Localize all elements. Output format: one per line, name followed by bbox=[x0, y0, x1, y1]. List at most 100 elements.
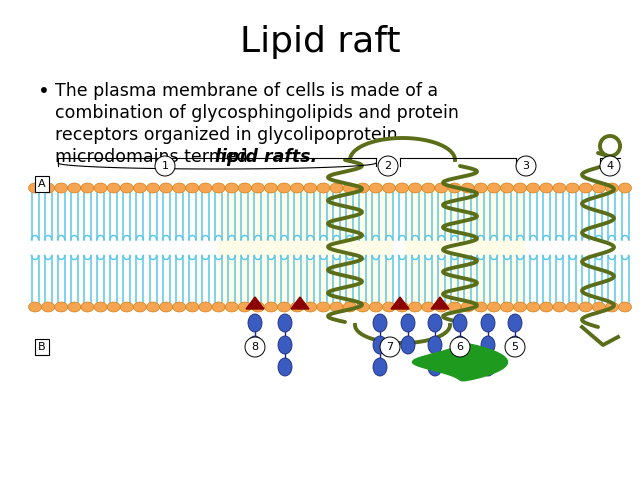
FancyBboxPatch shape bbox=[218, 183, 393, 312]
Ellipse shape bbox=[401, 314, 415, 332]
Ellipse shape bbox=[500, 183, 513, 193]
Ellipse shape bbox=[252, 183, 264, 193]
Text: 5: 5 bbox=[511, 342, 518, 352]
Ellipse shape bbox=[94, 302, 107, 312]
Ellipse shape bbox=[461, 183, 474, 193]
Text: lipid rafts.: lipid rafts. bbox=[215, 148, 317, 166]
Text: 4: 4 bbox=[607, 161, 614, 171]
Ellipse shape bbox=[186, 302, 199, 312]
Ellipse shape bbox=[317, 183, 330, 193]
Ellipse shape bbox=[579, 302, 592, 312]
Ellipse shape bbox=[159, 183, 173, 193]
Text: The plasma membrane of cells is made of a: The plasma membrane of cells is made of … bbox=[55, 82, 438, 100]
Ellipse shape bbox=[428, 358, 442, 376]
Ellipse shape bbox=[199, 183, 212, 193]
Ellipse shape bbox=[435, 302, 448, 312]
Ellipse shape bbox=[147, 183, 159, 193]
Text: 7: 7 bbox=[387, 342, 394, 352]
Ellipse shape bbox=[474, 183, 487, 193]
Text: Lipid raft: Lipid raft bbox=[240, 25, 400, 59]
Ellipse shape bbox=[186, 183, 199, 193]
Ellipse shape bbox=[343, 302, 356, 312]
Ellipse shape bbox=[383, 302, 396, 312]
Text: 1: 1 bbox=[161, 161, 168, 171]
Ellipse shape bbox=[159, 302, 173, 312]
Circle shape bbox=[380, 337, 400, 357]
Ellipse shape bbox=[592, 302, 605, 312]
Circle shape bbox=[505, 337, 525, 357]
Ellipse shape bbox=[356, 183, 369, 193]
Ellipse shape bbox=[238, 302, 252, 312]
Ellipse shape bbox=[369, 183, 382, 193]
Ellipse shape bbox=[481, 314, 495, 332]
Ellipse shape bbox=[373, 314, 387, 332]
Ellipse shape bbox=[55, 302, 68, 312]
Ellipse shape bbox=[264, 302, 278, 312]
Ellipse shape bbox=[540, 183, 553, 193]
Ellipse shape bbox=[173, 183, 186, 193]
Ellipse shape bbox=[264, 183, 278, 193]
Text: 6: 6 bbox=[456, 342, 463, 352]
Ellipse shape bbox=[343, 183, 356, 193]
Text: A: A bbox=[38, 179, 46, 189]
Ellipse shape bbox=[120, 302, 133, 312]
Ellipse shape bbox=[448, 302, 461, 312]
Ellipse shape bbox=[68, 183, 81, 193]
Ellipse shape bbox=[173, 302, 186, 312]
Ellipse shape bbox=[396, 302, 408, 312]
Ellipse shape bbox=[369, 302, 382, 312]
Ellipse shape bbox=[373, 358, 387, 376]
Ellipse shape bbox=[514, 183, 527, 193]
Ellipse shape bbox=[133, 183, 147, 193]
Ellipse shape bbox=[212, 183, 225, 193]
Ellipse shape bbox=[566, 302, 579, 312]
Ellipse shape bbox=[618, 183, 632, 193]
Ellipse shape bbox=[481, 336, 495, 354]
Ellipse shape bbox=[396, 183, 408, 193]
Ellipse shape bbox=[278, 314, 292, 332]
Ellipse shape bbox=[481, 358, 495, 376]
Text: 3: 3 bbox=[522, 161, 529, 171]
Text: receptors organized in glycolipoprotein: receptors organized in glycolipoprotein bbox=[55, 126, 397, 144]
Ellipse shape bbox=[225, 302, 238, 312]
Ellipse shape bbox=[540, 302, 553, 312]
Ellipse shape bbox=[317, 302, 330, 312]
Ellipse shape bbox=[330, 302, 343, 312]
Ellipse shape bbox=[107, 183, 120, 193]
Polygon shape bbox=[246, 297, 264, 309]
Text: •: • bbox=[38, 82, 50, 101]
Ellipse shape bbox=[422, 302, 435, 312]
Ellipse shape bbox=[238, 183, 252, 193]
Ellipse shape bbox=[514, 302, 527, 312]
Ellipse shape bbox=[133, 302, 147, 312]
Circle shape bbox=[600, 156, 620, 176]
Ellipse shape bbox=[383, 183, 396, 193]
Ellipse shape bbox=[225, 183, 238, 193]
Polygon shape bbox=[413, 343, 508, 381]
Ellipse shape bbox=[94, 183, 107, 193]
Ellipse shape bbox=[500, 302, 513, 312]
Ellipse shape bbox=[428, 314, 442, 332]
Ellipse shape bbox=[453, 314, 467, 332]
Ellipse shape bbox=[278, 358, 292, 376]
Ellipse shape bbox=[474, 302, 487, 312]
Ellipse shape bbox=[508, 314, 522, 332]
Ellipse shape bbox=[579, 183, 592, 193]
Ellipse shape bbox=[453, 336, 467, 354]
Ellipse shape bbox=[42, 183, 54, 193]
Ellipse shape bbox=[81, 183, 94, 193]
Ellipse shape bbox=[605, 183, 618, 193]
Text: 2: 2 bbox=[385, 161, 392, 171]
Polygon shape bbox=[291, 297, 309, 309]
Ellipse shape bbox=[291, 302, 304, 312]
Ellipse shape bbox=[461, 302, 474, 312]
Circle shape bbox=[450, 337, 470, 357]
Ellipse shape bbox=[592, 183, 605, 193]
Ellipse shape bbox=[422, 183, 435, 193]
Ellipse shape bbox=[356, 302, 369, 312]
Ellipse shape bbox=[212, 302, 225, 312]
Ellipse shape bbox=[29, 302, 42, 312]
Circle shape bbox=[378, 156, 398, 176]
Ellipse shape bbox=[248, 314, 262, 332]
Ellipse shape bbox=[373, 336, 387, 354]
